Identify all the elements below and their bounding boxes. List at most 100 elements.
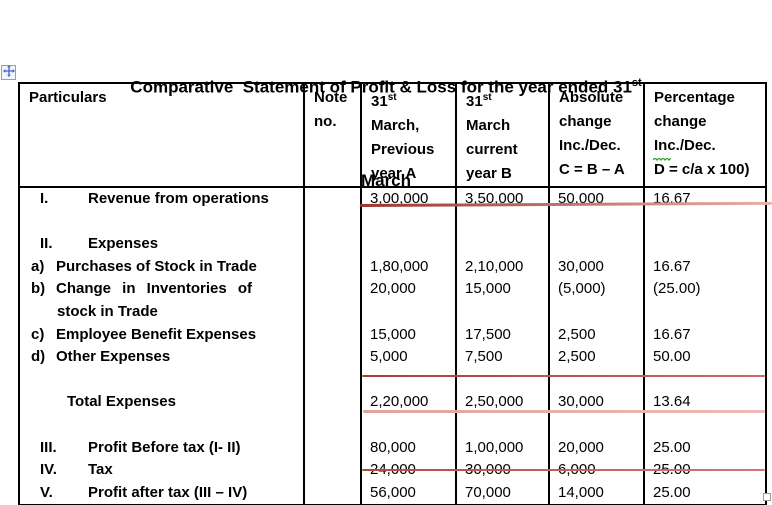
item-label-continued: stock in Trade	[57, 302, 158, 320]
header-line: Particulars	[29, 89, 107, 106]
red-marker-line-4	[362, 469, 765, 471]
amount-line	[457, 414, 548, 437]
amount-line: 3,00,000	[370, 190, 429, 207]
particulars-line: III. Profit Before tax (I- II)	[20, 437, 303, 460]
amount-line: 2,500	[558, 325, 596, 343]
amount-line	[550, 369, 643, 392]
item-letter: c)	[31, 325, 45, 343]
amount-line: 17,500	[465, 325, 511, 343]
amount-line: (5,000)	[558, 280, 606, 298]
red-marker-line-2	[362, 375, 765, 377]
absolute-change-amounts-cell[interactable]: 50,000 30,000 (5,000) 2,500 2,500 30,000 20,00…	[548, 185, 645, 505]
current-year-amounts-cell[interactable]: 3,50,000 2,10,000 15,000 17,500 7,500 2,50,00…	[455, 185, 550, 505]
amount-line: 50,000	[558, 190, 604, 207]
item-label: Tax	[88, 461, 113, 479]
particulars-line	[20, 369, 303, 392]
percentage-change-amounts-cell[interactable]: 16.67 16.67 (25.00) 16.67 50.00 13.64 25.00 25.…	[643, 185, 767, 505]
particulars-line: b) Change in Inventories of	[20, 278, 303, 301]
col-header-absolute-change[interactable]: Absolute change Inc./Dec. C = B – A	[548, 82, 645, 188]
particulars-line: d) Other Expenses	[20, 346, 303, 369]
amount-line: 56,000	[370, 483, 416, 501]
header-line: change	[654, 113, 707, 130]
note-no-cell[interactable]	[303, 185, 362, 505]
amount-line: 30,000	[558, 257, 604, 275]
header-line: current	[466, 141, 518, 158]
amount-line	[645, 233, 765, 256]
col-header-percentage-change[interactable]: Percentage change Inc./Dec. D = c/a x 100)	[643, 82, 767, 188]
amount-line: 20,000	[558, 438, 604, 456]
particulars-line: a) Purchases of Stock in Trade	[20, 256, 303, 279]
item-label: Purchases of Stock in Trade	[56, 257, 257, 275]
particulars-line: c) Employee Benefit Expenses	[20, 324, 303, 347]
amount-line: 13.64	[653, 393, 691, 411]
item-letter: b)	[31, 280, 46, 298]
header-line: C = B – A	[559, 161, 625, 178]
particulars-line: stock in Trade	[20, 301, 303, 324]
header-line: change	[559, 113, 612, 130]
table-body-row: I. Revenue from operations II. Expenses a) Pu…	[18, 185, 767, 505]
amount-line: 2,20,000	[370, 393, 429, 411]
particulars-cell[interactable]: I. Revenue from operations II. Expenses a) Pu…	[18, 185, 305, 505]
col-header-note-no[interactable]: Note no.	[303, 82, 362, 188]
amount-line	[550, 211, 643, 234]
amount-line: 7,500	[465, 348, 503, 366]
amount-line: 1,00,000	[465, 438, 524, 456]
item-numeral: IV.	[40, 461, 57, 479]
table-resize-handle[interactable]	[763, 493, 771, 501]
amount-line	[362, 414, 455, 437]
amount-line: 50.00	[653, 348, 691, 366]
particulars-line	[20, 211, 303, 234]
header-line: 31st	[466, 92, 492, 110]
amount-line	[645, 211, 765, 234]
amount-line: 15,000	[370, 325, 416, 343]
header-line: year B	[466, 165, 512, 182]
spellcheck-squiggle-icon	[652, 149, 674, 167]
amount-line: 20,000	[370, 280, 416, 298]
amount-line	[457, 301, 548, 324]
item-label: Profit Before tax (I- II)	[88, 438, 241, 456]
item-letter: a)	[31, 257, 45, 275]
amount-line: 30,000	[558, 393, 604, 411]
amount-line: 3,50,000	[465, 190, 524, 207]
particulars-line: Total Expenses	[20, 391, 303, 414]
item-label: Revenue from operations	[88, 190, 269, 207]
header-line: Absolute	[559, 89, 624, 106]
table-move-handle[interactable]	[1, 64, 16, 82]
item-label: Expenses	[88, 235, 159, 253]
amount-line	[362, 301, 455, 324]
item-label: Profit after tax (III – IV)	[88, 483, 248, 501]
amount-line: 25.00	[653, 483, 691, 501]
item-label: Change in Inventories of	[56, 280, 253, 298]
amount-line: 14,000	[558, 483, 604, 501]
header-line: Previous	[371, 141, 435, 158]
col-header-particulars[interactable]: Particulars	[18, 82, 305, 188]
amount-line: 2,500	[558, 348, 596, 366]
col-header-current-year[interactable]: 31st March current year B	[455, 82, 550, 188]
amount-line	[457, 369, 548, 392]
particulars-line: IV. Tax	[20, 459, 303, 482]
amount-line: (25.00)	[653, 280, 701, 298]
previous-year-amounts-cell[interactable]: 3,00,000 1,80,000 20,000 15,000 5,000 2,20,00…	[360, 185, 457, 505]
red-marker-line-3	[363, 410, 765, 413]
header-line: 31st	[371, 92, 397, 110]
amount-line	[550, 301, 643, 324]
amount-line: 16.67	[653, 190, 691, 207]
item-label: Other Expenses	[56, 348, 171, 366]
amount-line: 2,10,000	[465, 257, 524, 275]
header-line: Percentage	[654, 89, 735, 106]
item-numeral: III.	[40, 438, 57, 456]
amount-line	[550, 414, 643, 437]
item-letter: d)	[31, 348, 46, 366]
col-header-previous-year[interactable]: 31st March, Previous year A	[360, 82, 457, 188]
amount-line	[645, 369, 765, 392]
header-line: Inc./Dec.	[559, 137, 621, 154]
amount-line: 2,50,000	[465, 393, 524, 411]
item-numeral: V.	[40, 483, 53, 501]
header-line: Note	[314, 89, 348, 106]
move-arrows-icon	[2, 64, 15, 82]
header-line: D = c/a x 100)	[654, 161, 750, 178]
total-label: Total Expenses	[67, 393, 176, 411]
header-line: no.	[314, 113, 337, 130]
amount-line: 16.67	[653, 257, 691, 275]
amount-line	[362, 233, 455, 256]
